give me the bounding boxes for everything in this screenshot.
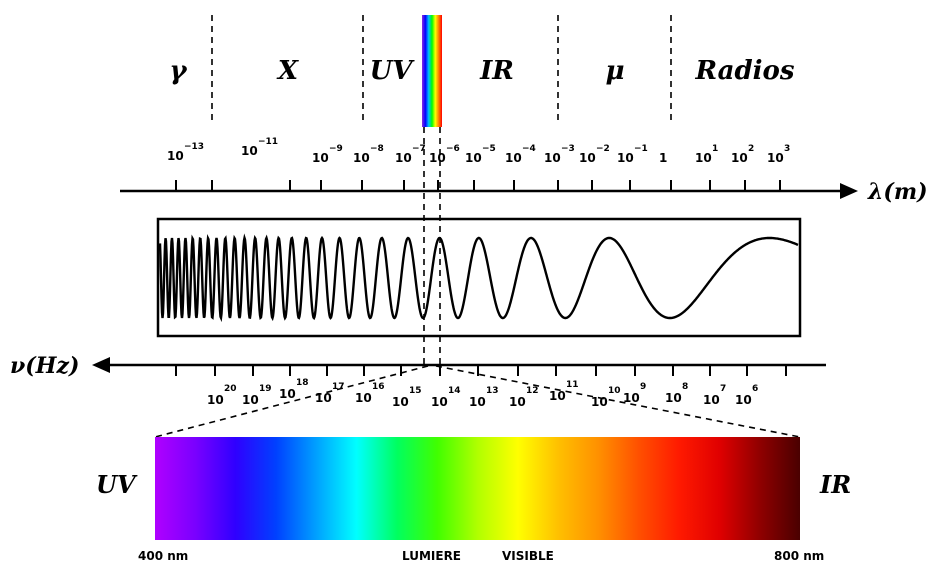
wavelength-tick-5-exponent: −6 [446,144,460,154]
wave-curve [158,233,799,323]
frequency-tick-5-base: 10 [392,395,409,409]
wavelength-tick-0-exponent: −13 [184,142,204,152]
frequency-tick-11-exponent: 9 [640,382,646,392]
projection-left-diagonal [154,365,429,438]
wavelength-tick-0-base: 10 [167,149,184,163]
wavelength-tick-13-exponent: 2 [748,144,754,154]
wavelength-tick-9-base: 10 [579,151,596,165]
wavelength-tick-7-exponent: −4 [522,144,536,154]
wavelength-tick-9-exponent: −2 [596,144,610,154]
frequency-tick-0-base: 10 [207,393,224,407]
frequency-tick-4-exponent: 16 [372,382,385,392]
frequency-tick-13-exponent: 7 [720,384,726,394]
wavelength-tick-6-exponent: −5 [482,144,496,154]
wavelength-axis-arrowhead [840,183,858,199]
wavelength-tick-4-base: 10 [395,151,412,165]
projection-right-diagonal [435,365,801,438]
wavelength-tick-3-base: 10 [353,151,370,165]
frequency-tick-7-base: 10 [469,395,486,409]
visible-caption-word2: VISIBLE [502,549,554,563]
wavelength-tick-5-base: 10 [429,151,446,165]
wavelength-tick-10-base: 10 [617,151,634,165]
frequency-tick-14-exponent: 6 [752,384,758,394]
wavelength-tick-7-base: 10 [505,151,522,165]
wavelength-axis: λ(m) [120,179,928,205]
frequency-axis-label: ν(Hz) [10,353,79,379]
frequency-tick-marks [175,365,787,376]
wave-box [156,217,802,338]
visible-right-label: IR [819,470,851,499]
frequency-tick-6-base: 10 [431,395,448,409]
frequency-tick-3-base: 10 [315,391,332,405]
band-label-uv: UV [370,56,416,86]
frequency-tick-2-exponent: 18 [296,378,309,388]
visible-start-wavelength: 400 nm [138,549,188,563]
visible-left-label: UV [96,470,138,499]
wavelength-tick-labels: 10−13 10−1110−910−810−710−610−510−410−310… [167,137,790,165]
frequency-tick-10-exponent: 10 [608,386,621,396]
wavelength-tick-6-base: 10 [465,151,482,165]
frequency-axis: ν(Hz) [10,353,826,379]
frequency-tick-11-base: 10 [623,391,640,405]
frequency-tick-3-exponent: 17 [332,382,345,392]
wavelength-tick-marks [175,180,781,191]
frequency-tick-12-base: 10 [665,391,682,405]
frequency-tick-8-base: 10 [509,395,526,409]
band-separators [211,15,672,125]
wavelength-tick-13-base: 10 [731,151,748,165]
wavelength-tick-14-base: 10 [767,151,784,165]
wavelength-tick-11-base: 1 [659,151,667,165]
frequency-tick-9-exponent: 11 [566,380,579,390]
wavelength-tick-12-exponent: 1 [712,144,718,154]
frequency-tick-5-exponent: 15 [409,386,422,396]
band-label-radio: Radios [694,56,794,86]
frequency-tick-0-exponent: 20 [224,384,237,394]
frequency-tick-6-exponent: 14 [448,386,461,396]
band-labels: γ X UV IR μ Radios [169,56,794,86]
frequency-tick-1-exponent: 19 [259,384,272,394]
wavelength-tick-1-exponent: −11 [258,137,278,147]
wavelength-tick-2-base: 10 [312,151,329,165]
band-label-xray: X [276,56,300,86]
frequency-tick-4-base: 10 [355,391,372,405]
frequency-tick-7-exponent: 13 [486,386,499,396]
frequency-tick-1-base: 10 [242,393,259,407]
wavelength-tick-3-exponent: −8 [370,144,384,154]
wavelength-tick-1-base: 10 [241,144,258,158]
wavelength-tick-4-exponent: −7 [412,144,426,154]
wavelength-tick-2-exponent: −9 [329,144,343,154]
wavelength-tick-12-base: 10 [695,151,712,165]
projection-lines [154,127,801,438]
wavelength-axis-label: λ(m) [867,179,928,205]
wavelength-tick-8-base: 10 [544,151,561,165]
frequency-axis-arrowhead [92,357,110,373]
wavelength-tick-8-exponent: −3 [561,144,575,154]
frequency-tick-14-base: 10 [735,393,752,407]
band-label-ir: IR [479,56,514,86]
wavelength-tick-10-exponent: −1 [634,144,648,154]
frequency-tick-12-exponent: 8 [682,382,688,392]
visible-caption-word1: LUMIERE [402,549,461,563]
frequency-tick-9-base: 10 [549,389,566,403]
band-label-micro: μ [605,56,624,86]
visible-end-wavelength: 800 nm [774,549,824,563]
visible-spectrum-bar [155,437,800,540]
frequency-tick-2-base: 10 [279,387,296,401]
frequency-tick-8-exponent: 12 [526,386,539,396]
frequency-tick-13-base: 10 [703,393,720,407]
wavelength-tick-14-exponent: 3 [784,144,790,154]
band-label-gamma: γ [169,56,188,86]
visible-strip [422,15,442,127]
